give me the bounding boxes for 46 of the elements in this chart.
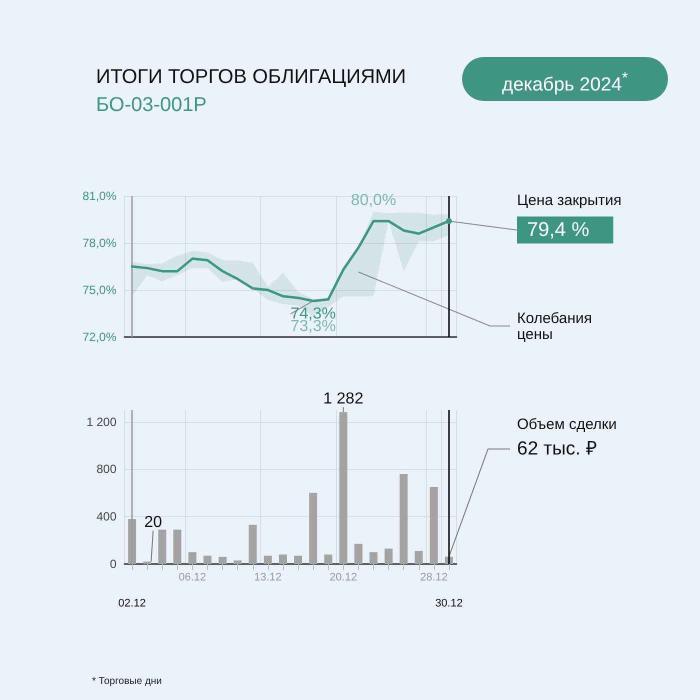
annotation: Объем сделки [517,416,617,433]
bar [384,548,393,564]
bar [354,544,362,564]
bar [264,556,272,564]
bar [400,474,408,564]
bar [414,550,423,564]
bar [370,552,378,564]
bar [309,492,318,564]
annotation: 73,3% [290,318,336,336]
bar [158,530,166,564]
data-label: 1 282 [323,390,364,408]
x-tick-label: 30.12 [435,598,463,610]
data-label: 62 тыс. ₽ [517,438,597,460]
y-tick-label: 72,0% [82,330,117,344]
y-tick-label: 81,0% [82,189,117,203]
y-tick-label: 78,0% [82,236,117,250]
x-tick-label: 28.12 [420,572,448,584]
bar [218,556,227,564]
bar [204,556,212,564]
bar [234,560,242,564]
bar [278,554,287,564]
x-tick-label: 20.12 [330,572,358,584]
text: Цена закрытия [517,192,622,209]
chart-subtitle: БО-03-001Р [96,94,207,117]
bar [294,556,302,564]
text: * Торговые дни [92,676,162,687]
bar [324,554,332,564]
bar [430,487,438,564]
data-label: 20 [144,514,162,532]
bar [339,412,348,564]
y-tick-label: 1 200 [86,414,117,429]
y-tick-label: 0 [110,557,117,571]
y-tick-label: 800 [96,462,117,476]
text: Колебания цены [517,310,594,343]
x-tick-label: 02.12 [118,598,146,610]
y-tick-label: 75,0% [82,283,117,297]
x-tick-label: 06.12 [178,572,206,584]
chart-title: ИТОГИ ТОРГОВ ОБЛИГАЦИЯМИ [96,66,406,89]
bar [188,552,196,564]
x-tick-label: 13.12 [254,572,282,584]
text: декабрь 2024$^{*}$ [462,57,668,101]
y-tick-label: 400 [96,510,117,524]
annotation: 80,0% [350,192,396,210]
data-label: 79,4 % [527,219,590,241]
bar [173,530,182,564]
bar [248,524,257,564]
